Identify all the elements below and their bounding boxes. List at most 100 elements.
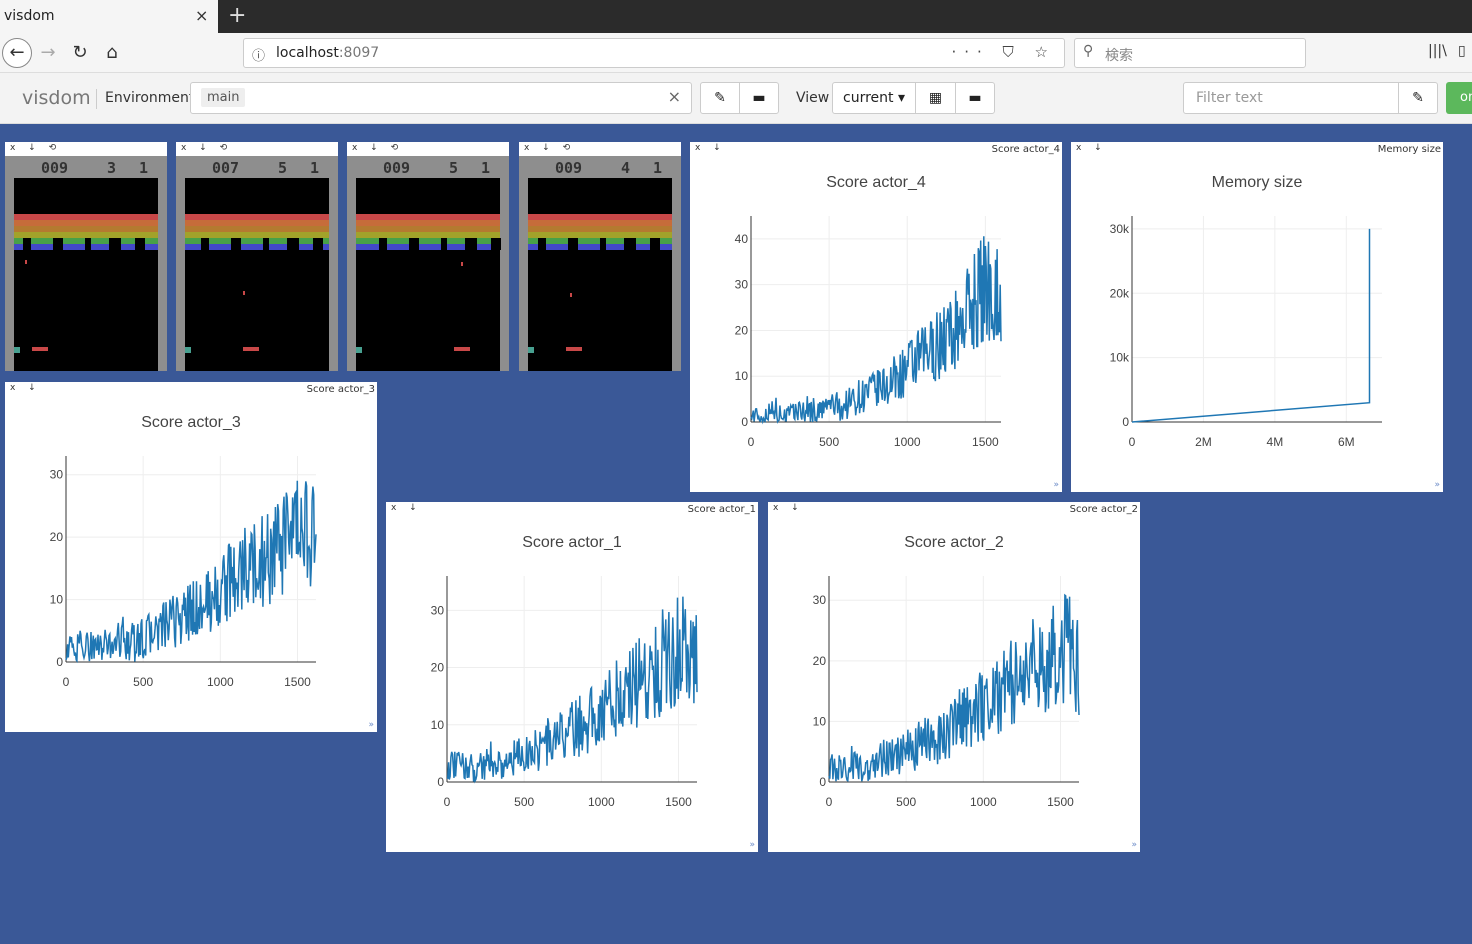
score-band [5,156,167,178]
repack-button[interactable]: ▦ [915,82,956,114]
environment-select[interactable]: main × [190,82,692,114]
env-tag-main[interactable]: main [201,88,246,107]
pane-controls[interactable]: x ↓ [10,383,41,393]
url-port: :8097 [338,45,380,61]
left-wall [5,178,14,371]
score-band [347,156,509,178]
game-lives: 5 [278,159,287,177]
y-tick-label: 0 [741,415,748,429]
image-pane[interactable]: x ↓ ⟲ 007 5 1 [176,142,338,371]
pane-controls[interactable]: x ↓ [1076,143,1107,153]
paddle [566,347,582,351]
plot-pane-score-actor-2[interactable]: x ↓ Score actor_2 Score actor_2 0 500 1000 1… [768,502,1140,852]
x-tick-label: 2M [1195,435,1212,449]
brick-gap [409,238,419,250]
page-actions-icon[interactable]: ··· ⛉ ☆ [951,43,1056,61]
home-icon[interactable]: ⌂ [106,42,118,63]
browser-tab-visdom[interactable]: visdom × [0,0,218,33]
brick-gap [201,238,209,250]
brick-row [185,220,329,226]
pane-controls[interactable]: x ↓ ⟲ [181,143,233,153]
manage-views-button[interactable]: ▬ [955,82,995,114]
pane-title: Score actor_2 [1069,504,1138,515]
reload-icon[interactable]: ↻ [72,42,88,63]
brick-gap [465,238,477,250]
ball [25,260,27,264]
url-bar[interactable]: ⓘ localhost:8097 ··· ⛉ ☆ [243,38,1065,68]
image-pane[interactable]: x ↓ ⟲ 009 4 1 [519,142,681,371]
brick-row [356,226,500,232]
x-tick-label: 1000 [894,435,921,449]
line-chart: Memory size 0 2M 4M 6M 0 10k 20k 30k [1110,174,1382,449]
x-tick-label: 0 [63,675,70,689]
image-pane[interactable]: x ↓ ⟲ 009 3 1 [5,142,167,371]
eraser-icon: ✎ [1412,90,1424,106]
sidebar-toggle-icon[interactable]: ▯ [1458,43,1466,59]
library-icon[interactable]: |||\ [1428,43,1447,59]
site-info-icon[interactable]: ⓘ [252,49,266,64]
y-tick-label: 20 [735,323,749,337]
series-line [65,480,317,664]
game-level: 1 [310,159,319,177]
line-chart: Score actor_1 0 500 1000 1500 0 10 20 30 [431,534,698,809]
ball [570,293,572,297]
forward-arrow-icon[interactable]: → [40,42,56,63]
game-background [5,156,167,371]
ball [461,262,463,266]
brick-row [185,214,329,220]
y-tick-label: 10 [431,718,445,732]
pane-title: Score actor_3 [306,384,375,395]
y-tick-label: 20 [431,661,445,675]
online-status-button[interactable]: online [1446,82,1472,114]
tab-close-icon[interactable]: × [195,6,209,25]
paddle [454,347,470,351]
view-select[interactable]: current ▾ [832,82,916,114]
brand-logo: visdom [22,87,91,109]
resize-handle[interactable]: » [1131,840,1137,850]
new-tab-icon[interactable]: + [228,3,247,28]
breakout-frame: 007 5 1 [176,156,338,371]
pane-title: Memory size [1377,144,1441,155]
x-tick-label: 0 [826,795,833,809]
resize-handle[interactable]: » [749,840,755,850]
pane-controls[interactable]: x ↓ [773,503,804,513]
visdom-toolbar: visdom Environment main × ✎ ▬ View curre… [0,73,1472,124]
brick-row [356,232,500,238]
env-clear-icon[interactable]: × [667,87,681,106]
resize-handle[interactable]: » [1053,480,1059,490]
plot-pane-memory-size[interactable]: x ↓ Memory size Memory size 0 2M 4M 6M 0 10k 20… [1071,142,1443,492]
pane-controls[interactable]: x ↓ [695,143,726,153]
brick-gap [287,238,299,250]
plot-pane-score-actor-4[interactable]: x ↓ Score actor_4 Score actor_4 0 500 1000 1… [690,142,1062,492]
manage-env-button[interactable]: ▬ [739,82,779,114]
plot-pane-score-actor-1[interactable]: x ↓ Score actor_1 Score actor_1 0 500 1000 1… [386,502,758,852]
clear-filter-button[interactable]: ✎ [1398,82,1438,114]
y-tick-label: 20 [813,654,827,668]
plot-pane-score-actor-3[interactable]: x ↓ Score actor_3 Score actor_3 0 500 1000 1… [5,382,377,732]
pane-header: x ↓ Memory size [1071,142,1443,156]
brick-gap [135,238,145,250]
pane-controls[interactable]: x ↓ ⟲ [10,143,62,153]
resize-handle[interactable]: » [368,720,374,730]
brick-row [185,226,329,232]
resize-handle[interactable]: » [1434,480,1440,490]
pane-controls[interactable]: x ↓ ⟲ [524,143,576,153]
url-host: localhost [276,45,339,61]
clear-env-button[interactable]: ✎ [700,82,740,114]
brick-row [528,214,672,220]
filter-input[interactable]: Filter text [1183,82,1399,114]
brick-gap [491,238,501,250]
line-chart: Score actor_3 0 500 1000 1500 0 10 20 30 [50,414,317,689]
line-chart: Score actor_4 0 500 1000 1500 0 10 20 30 40 [735,174,1002,449]
pane-controls[interactable]: x ↓ ⟲ [352,143,404,153]
right-wall [500,178,509,371]
y-tick-label: 0 [56,655,63,669]
game-score: 009 [41,159,68,177]
brick-gap [650,238,660,250]
environment-label: Environment [105,90,195,106]
back-arrow-icon[interactable]: ← [2,38,32,68]
image-pane[interactable]: x ↓ ⟲ 009 5 1 [347,142,509,371]
browser-search-bar[interactable]: ⚲ 検索 [1074,38,1306,68]
game-lives: 4 [621,159,630,177]
pane-controls[interactable]: x ↓ [391,503,422,513]
